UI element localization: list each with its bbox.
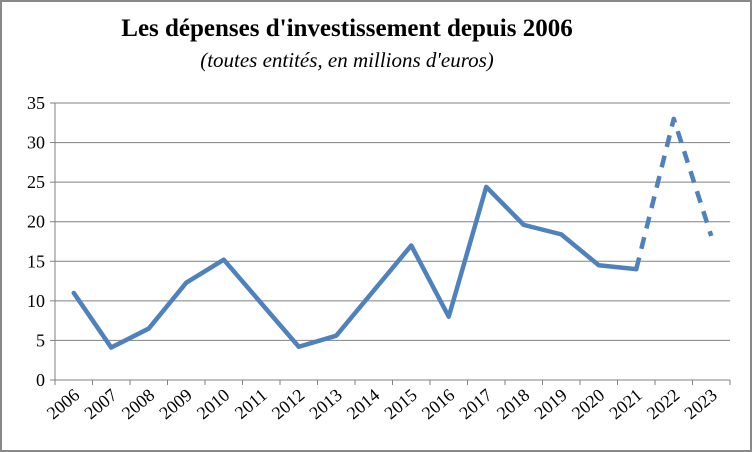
y-axis-tick-label: 25 — [27, 172, 45, 192]
x-axis-tick-label: 2013 — [305, 385, 345, 423]
chart-title: Les dépenses d'investissement depuis 200… — [121, 15, 573, 42]
y-axis-tick-label: 35 — [27, 93, 45, 113]
x-axis-tick-label: 2021 — [605, 385, 645, 423]
x-axis-tick-label: 2008 — [118, 385, 158, 423]
x-axis-tick-label: 2010 — [193, 385, 233, 423]
x-axis-tick-label: 2020 — [568, 385, 608, 423]
series-depenses-realisees — [71, 184, 639, 350]
x-axis-tick-label: 2023 — [680, 385, 720, 423]
x-axis-tick-label: 2019 — [530, 385, 570, 423]
series-depenses-previsionnelles — [634, 116, 714, 270]
chart-subtitle: (toutes entités, en millions d'euros) — [200, 48, 494, 72]
y-axis-tick-label: 5 — [36, 330, 45, 350]
x-axis-tick-label: 2015 — [380, 385, 420, 423]
x-axis-tick-label: 2007 — [80, 385, 120, 423]
y-axis-tick-label: 0 — [36, 370, 45, 390]
y-axis-tick-label: 15 — [27, 251, 45, 271]
y-axis-tick-label: 20 — [27, 212, 45, 232]
x-axis-tick-label: 2012 — [268, 385, 308, 423]
x-axis-tick-label: 2009 — [155, 385, 195, 423]
x-axis-tick-label: 2006 — [43, 385, 83, 423]
y-axis-tick-label: 30 — [27, 133, 45, 153]
x-axis-tick-label: 2017 — [455, 385, 495, 423]
y-axis-tick-label: 10 — [27, 291, 45, 311]
x-axis-tick-label: 2022 — [643, 385, 683, 423]
x-axis-tick-label: 2018 — [493, 385, 533, 423]
x-axis-tick-label: 2014 — [343, 385, 383, 423]
x-axis-tick-label: 2016 — [418, 385, 458, 423]
x-axis-tick-label: 2011 — [231, 385, 271, 423]
